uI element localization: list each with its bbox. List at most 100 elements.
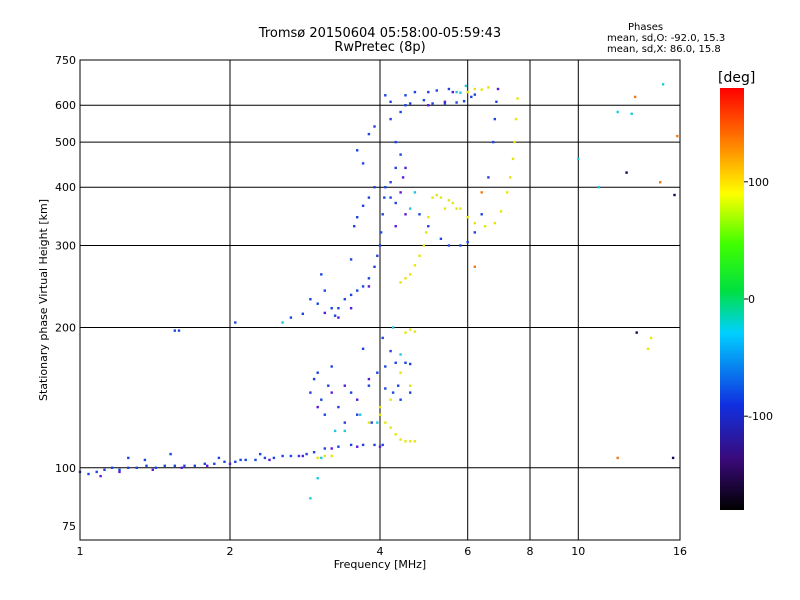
data-point [349,391,353,394]
data-point [378,405,382,409]
colorbar-tick-label: 0 [748,293,755,306]
data-point [239,458,242,462]
data-point [384,186,387,189]
y-tick-label: 200 [55,322,76,335]
data-point [499,210,503,213]
colorbar [720,88,744,510]
data-point [367,285,371,288]
data-point [473,231,476,234]
data-point [349,443,353,447]
y-tick-label: 75 [62,520,76,533]
data-point [389,426,392,429]
data-point [404,440,407,443]
data-point [103,468,106,471]
data-point [511,157,515,161]
data-point [480,191,483,194]
data-point [473,221,476,225]
data-point [213,462,216,465]
data-point [301,312,304,315]
data-point [378,244,382,247]
data-point [394,201,397,205]
data-point [384,387,387,390]
chart-title: Tromsø 20150604 05:58:00-05:59:43 [258,26,502,41]
x-tick-label: 8 [527,545,534,558]
data-point [427,104,430,107]
data-point [151,468,154,471]
y-tick-label: 750 [55,54,76,67]
data-point [413,330,417,333]
phases-x-mode-stats: mean, sd,X: 86.0, 15.8 [607,44,721,55]
data-point [427,225,430,228]
data-point [495,100,498,103]
data-point [361,204,365,207]
data-point [118,468,121,471]
data-point [394,433,397,436]
data-point [361,443,365,447]
data-point [373,265,376,268]
data-point [320,456,323,460]
data-point [409,440,412,443]
x-tick-label: 2 [227,545,234,558]
data-point [343,298,346,301]
data-point [337,316,340,319]
data-point [422,99,426,102]
data-point [389,349,392,353]
data-point [376,421,379,424]
data-point [143,458,147,462]
data-point [323,311,326,315]
data-point [330,365,333,368]
data-point [389,398,392,401]
data-point [394,225,397,228]
data-point [370,421,373,424]
data-point [473,87,476,91]
colorbar-unit-label: [deg] [718,70,756,86]
data-point [466,240,469,244]
phases-header: Phases [628,22,664,33]
data-point [616,110,619,114]
data-point [349,307,353,310]
data-point [268,458,271,462]
data-point [399,281,402,284]
data-point [330,307,333,310]
data-point [349,293,353,297]
plot-frame [79,59,681,541]
data-point [455,90,458,94]
data-point [514,117,518,121]
data-point [480,213,483,216]
x-tick-label: 6 [464,545,471,558]
data-point [361,285,365,288]
data-point [462,100,466,103]
data-point [343,384,346,387]
data-point [404,104,407,107]
data-point [470,95,473,99]
data-point [356,289,359,292]
data-point [305,452,308,456]
data-point [389,196,392,199]
data-point [367,277,371,280]
data-point [399,110,402,114]
data-point [379,231,383,234]
data-point [404,361,407,364]
data-point [671,456,675,460]
data-point [404,277,407,280]
data-point [413,264,417,267]
data-point [327,384,330,387]
data-point [384,94,387,97]
data-point [127,466,130,469]
data-point [361,347,365,350]
data-point [367,377,371,381]
data-point [633,95,637,99]
data-point [394,140,397,144]
data-point [473,265,476,268]
data-point [337,405,340,409]
data-point [447,244,451,247]
chart-subtitle: RwPretec (8p) [334,40,426,55]
data-point [455,101,458,104]
data-point [389,181,392,184]
data-point [404,94,407,97]
data-point [118,470,121,474]
data-point [367,421,371,424]
data-point [309,497,312,500]
data-point [316,405,319,409]
data-point [516,97,519,100]
